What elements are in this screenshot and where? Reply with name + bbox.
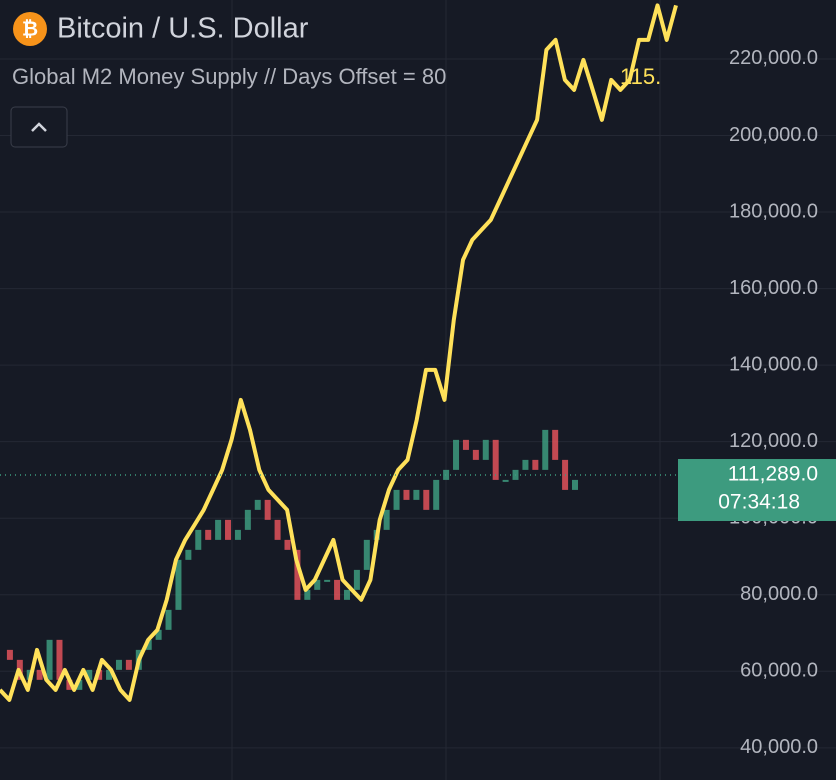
candle <box>205 529 212 540</box>
candle <box>542 429 549 470</box>
candle <box>492 439 499 480</box>
y-tick-label: 60,000.0 <box>740 660 818 682</box>
btc-icon-glyph: ₿ <box>22 18 38 40</box>
y-tick-label: 180,000.0 <box>729 200 818 222</box>
candle <box>254 499 261 510</box>
candle <box>433 479 440 510</box>
candle <box>215 519 222 540</box>
candle <box>383 509 390 530</box>
candle <box>264 499 271 520</box>
candle <box>125 659 132 670</box>
candle <box>76 679 83 690</box>
candle <box>403 489 410 500</box>
candle <box>502 479 509 482</box>
collapse-icon <box>31 122 47 132</box>
candle <box>175 559 182 610</box>
candle <box>413 489 420 500</box>
overlay: ₿ Bitcoin / U.S. Dollar Global M2 Money … <box>10 12 661 148</box>
candle <box>462 439 469 450</box>
candle <box>106 669 113 680</box>
candle <box>572 479 578 490</box>
marks: 111,289.0 07:34:18 <box>0 3 836 702</box>
candle <box>274 519 281 540</box>
candle <box>225 519 232 540</box>
candle <box>234 529 241 540</box>
candle <box>244 509 251 530</box>
candle <box>393 489 400 510</box>
candle <box>472 449 479 460</box>
candle <box>324 579 331 582</box>
candle <box>532 459 539 470</box>
price-tag <box>678 459 836 522</box>
countdown-label: 07:34:18 <box>718 491 800 514</box>
y-tick-label: 220,000.0 <box>729 47 818 69</box>
candle <box>304 589 311 600</box>
candle <box>115 659 122 670</box>
price-tag-label: 111,289.0 <box>728 463 818 486</box>
candle <box>334 579 341 600</box>
candle <box>6 649 13 660</box>
candle <box>363 539 370 570</box>
candle <box>453 439 460 470</box>
candle <box>343 589 350 600</box>
y-tick-label: 140,000.0 <box>729 353 818 375</box>
candle <box>155 629 162 640</box>
candle <box>56 639 63 680</box>
candle <box>86 669 93 680</box>
y-tick-label: 40,000.0 <box>740 736 818 758</box>
y-tick-label: 120,000.0 <box>729 430 818 452</box>
candle <box>195 529 202 550</box>
candle <box>46 639 53 680</box>
candle <box>284 539 291 550</box>
y-tick-label: 200,000.0 <box>729 124 818 146</box>
candle <box>294 549 301 600</box>
candle <box>482 439 489 460</box>
candle <box>443 469 450 480</box>
btc-icon <box>13 12 47 46</box>
y-tick-label: 160,000.0 <box>729 277 818 299</box>
collapse-button[interactable] <box>10 106 68 148</box>
chart-title: Bitcoin / U.S. Dollar <box>57 13 309 45</box>
legend-value: 115. <box>620 64 661 89</box>
chart-subtitle: Global M2 Money Supply // Days Offset = … <box>12 64 446 89</box>
y-tick-label: 80,000.0 <box>740 583 818 605</box>
candle <box>145 639 152 650</box>
candle <box>36 669 43 680</box>
candle <box>423 489 430 510</box>
candle <box>314 579 321 590</box>
candle <box>552 429 559 460</box>
candle <box>185 549 192 560</box>
candle <box>353 569 360 590</box>
candle <box>66 679 73 690</box>
candle <box>522 459 529 470</box>
candle <box>165 609 172 630</box>
m2-line <box>0 3 678 702</box>
